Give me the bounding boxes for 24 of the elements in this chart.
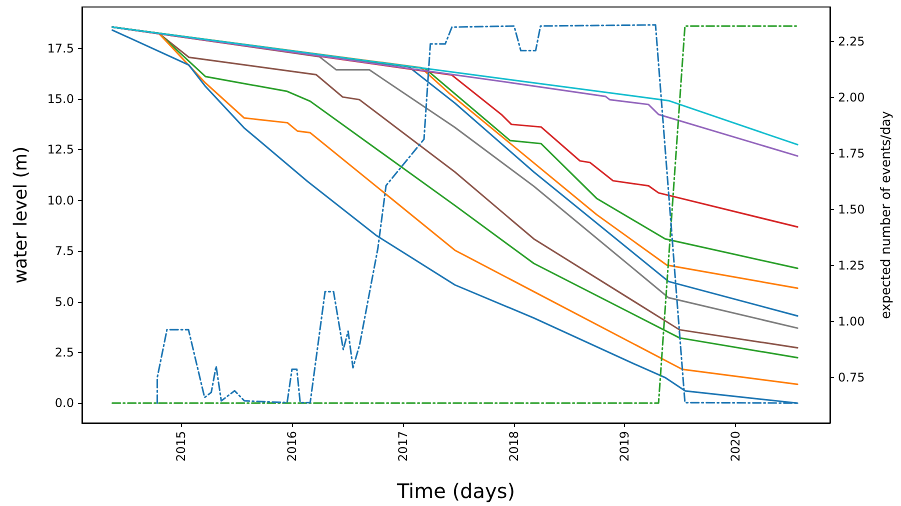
y2-tick-label: 1.50 [838,202,865,217]
y-tick-label: 0.0 [54,396,74,410]
y-axis-title: water level (m) [10,146,32,284]
y2-tick-label: 1.75 [838,146,865,161]
y2-tick-label: 1.00 [838,314,865,328]
y-tick-label: 5.0 [54,294,74,309]
x-tick-label: 2020 [728,431,742,462]
y-tick-label: 7.5 [54,244,74,258]
x-tick-label: 2015 [174,431,188,462]
x-axis-title: Time (days) [396,479,516,503]
y2-tick-label: 1.25 [838,258,865,272]
y-tick-label: 17.5 [47,41,74,56]
y2-tick-label: 2.00 [838,90,865,105]
y-tick-label: 10.0 [47,193,74,208]
x-tick-label: 2016 [284,431,299,462]
y-tick-label: 12.5 [47,142,74,157]
y2-axis-title: expected number of events/day [879,110,894,319]
y2-tick-label: 0.75 [838,370,865,384]
x-tick-label: 2019 [618,431,632,462]
y-tick-label: 15.0 [47,92,74,106]
x-tick-label: 2018 [506,431,521,462]
x-tick-label: 2017 [396,431,410,462]
y-tick-label: 2.5 [54,345,74,360]
y2-tick-label: 2.25 [838,34,865,49]
